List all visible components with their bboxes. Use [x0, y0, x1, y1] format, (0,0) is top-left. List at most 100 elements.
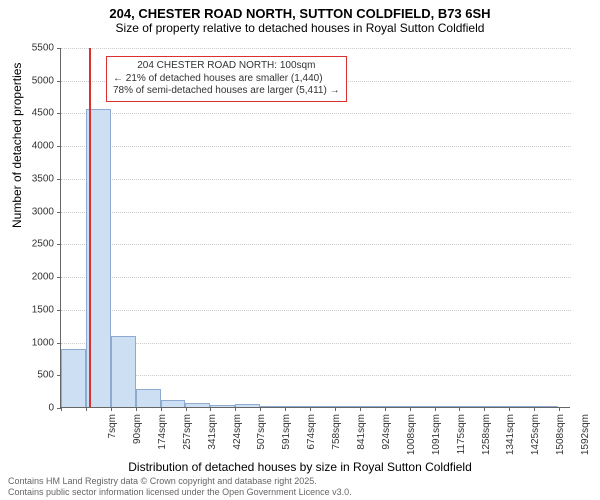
- xtick-label: 7sqm: [107, 414, 118, 464]
- gridline: [61, 212, 571, 213]
- xtick-label: 1008sqm: [406, 414, 417, 464]
- histogram-bar: [61, 349, 86, 407]
- xtick-mark: [161, 407, 162, 411]
- page-title-subtitle: Size of property relative to detached ho…: [10, 21, 590, 35]
- xtick-mark: [186, 407, 187, 411]
- xtick-mark: [459, 407, 460, 411]
- xtick-mark: [285, 407, 286, 411]
- footer-line-1: Contains HM Land Registry data © Crown c…: [8, 476, 352, 487]
- page-title-address: 204, CHESTER ROAD NORTH, SUTTON COLDFIEL…: [10, 6, 590, 21]
- xtick-mark: [360, 407, 361, 411]
- xtick-label: 341sqm: [207, 414, 218, 464]
- ytick-label: 1000: [14, 337, 54, 348]
- ytick-label: 3000: [14, 206, 54, 217]
- xtick-label: 591sqm: [281, 414, 292, 464]
- histogram-bar: [161, 400, 186, 407]
- gridline: [61, 277, 571, 278]
- xtick-mark: [310, 407, 311, 411]
- xtick-label: 257sqm: [182, 414, 193, 464]
- xtick-label: 1175sqm: [456, 414, 467, 464]
- xtick-mark: [61, 407, 62, 411]
- xtick-label: 758sqm: [331, 414, 342, 464]
- xtick-mark: [136, 407, 137, 411]
- xtick-label: 174sqm: [157, 414, 168, 464]
- xtick-label: 507sqm: [256, 414, 267, 464]
- ytick-mark: [57, 212, 61, 213]
- xtick-label: 1425sqm: [530, 414, 541, 464]
- xtick-label: 1341sqm: [505, 414, 516, 464]
- gridline: [61, 375, 571, 376]
- ytick-label: 0: [14, 403, 54, 414]
- gridline: [61, 343, 571, 344]
- xtick-mark: [86, 407, 87, 411]
- ytick-label: 3500: [14, 173, 54, 184]
- annotation-line: 204 CHESTER ROAD NORTH: 100sqm: [113, 60, 340, 73]
- annotation-line: 78% of semi-detached houses are larger (…: [113, 85, 340, 98]
- gridline: [61, 48, 571, 49]
- xtick-mark: [385, 407, 386, 411]
- gridline: [61, 179, 571, 180]
- histogram-chart: 204 CHESTER ROAD NORTH: 100sqm← 21% of d…: [60, 48, 570, 408]
- xtick-mark: [509, 407, 510, 411]
- xtick-mark: [559, 407, 560, 411]
- attribution-footer: Contains HM Land Registry data © Crown c…: [8, 476, 352, 498]
- ytick-mark: [57, 48, 61, 49]
- xtick-label: 841sqm: [356, 414, 367, 464]
- ytick-mark: [57, 81, 61, 82]
- ytick-label: 5500: [14, 43, 54, 54]
- ytick-label: 2000: [14, 272, 54, 283]
- gridline: [61, 113, 571, 114]
- ytick-mark: [57, 343, 61, 344]
- xtick-mark: [435, 407, 436, 411]
- histogram-bar: [409, 406, 434, 407]
- ytick-mark: [57, 146, 61, 147]
- ytick-label: 5000: [14, 75, 54, 86]
- histogram-bar: [459, 406, 484, 407]
- xtick-label: 1508sqm: [555, 414, 566, 464]
- gridline: [61, 244, 571, 245]
- xtick-label: 424sqm: [232, 414, 243, 464]
- ytick-label: 500: [14, 370, 54, 381]
- plot-area: 204 CHESTER ROAD NORTH: 100sqm← 21% of d…: [60, 48, 570, 408]
- gridline: [61, 310, 571, 311]
- ytick-mark: [57, 113, 61, 114]
- ytick-mark: [57, 244, 61, 245]
- xtick-mark: [410, 407, 411, 411]
- footer-line-2: Contains public sector information licen…: [8, 487, 352, 498]
- gridline: [61, 146, 571, 147]
- xtick-mark: [260, 407, 261, 411]
- histogram-bar: [484, 406, 509, 407]
- histogram-bar: [235, 404, 260, 407]
- xtick-label: 674sqm: [306, 414, 317, 464]
- ytick-label: 4000: [14, 141, 54, 152]
- histogram-bar: [185, 403, 210, 407]
- xtick-label: 1258sqm: [481, 414, 492, 464]
- xtick-mark: [235, 407, 236, 411]
- histogram-bar: [434, 406, 459, 407]
- ytick-mark: [57, 179, 61, 180]
- histogram-bar: [310, 406, 335, 407]
- annotation-callout: 204 CHESTER ROAD NORTH: 100sqm← 21% of d…: [106, 56, 347, 102]
- xtick-label: 1592sqm: [580, 414, 591, 464]
- ytick-mark: [57, 310, 61, 311]
- xtick-mark: [111, 407, 112, 411]
- histogram-bar: [210, 405, 235, 407]
- ytick-label: 1500: [14, 304, 54, 315]
- annotation-line: ← 21% of detached houses are smaller (1,…: [113, 73, 340, 86]
- ytick-label: 4500: [14, 108, 54, 119]
- histogram-bar: [509, 406, 534, 407]
- xtick-mark: [484, 407, 485, 411]
- xtick-label: 1091sqm: [431, 414, 442, 464]
- histogram-bar: [384, 406, 409, 407]
- histogram-bar: [260, 406, 285, 407]
- xtick-label: 924sqm: [381, 414, 392, 464]
- xtick-mark: [210, 407, 211, 411]
- property-marker-line: [89, 48, 91, 407]
- xtick-label: 90sqm: [132, 414, 143, 464]
- histogram-bar: [136, 389, 161, 407]
- histogram-bar: [111, 336, 136, 407]
- histogram-bar: [534, 406, 559, 407]
- histogram-bar: [360, 406, 385, 407]
- ytick-mark: [57, 277, 61, 278]
- ytick-label: 2500: [14, 239, 54, 250]
